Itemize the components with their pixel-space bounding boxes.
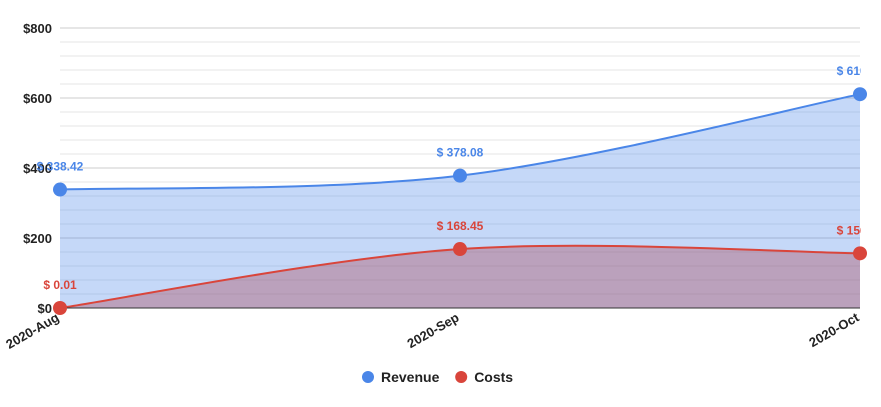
- data-points: [53, 87, 867, 315]
- point-revenue: [853, 87, 867, 102]
- point-costs: [853, 246, 867, 261]
- y-axis-ticks: $0 $200 $400 $600 $800: [23, 21, 52, 316]
- data-label-costs: $ 0.01: [43, 278, 77, 292]
- point-costs: [53, 300, 67, 315]
- x-tick-label: 2020-Sep: [405, 310, 462, 352]
- y-tick-label: $800: [23, 21, 52, 36]
- gridlines: [60, 27, 860, 309]
- legend-marker-revenue: [362, 371, 374, 383]
- point-costs: [453, 242, 467, 257]
- y-tick-label: $400: [23, 161, 52, 176]
- x-axis-ticks: 2020-Aug 2020-Sep 2020-Oct: [3, 309, 862, 352]
- y-tick-label: $600: [23, 91, 52, 106]
- data-label-revenue: $ 610.87: [837, 64, 881, 78]
- point-revenue: [53, 182, 67, 197]
- data-label-revenue: $ 378.08: [437, 146, 484, 160]
- y-tick-label: $200: [23, 231, 52, 246]
- legend: Revenue Costs: [362, 369, 513, 385]
- legend-label-revenue: Revenue: [381, 369, 440, 385]
- y-tick-label: $0: [38, 301, 52, 316]
- point-revenue: [453, 168, 467, 183]
- area-costs: [60, 245, 860, 308]
- data-label-costs: $ 156.21: [837, 223, 881, 237]
- x-tick-label: 2020-Oct: [806, 309, 862, 350]
- data-labels: $ 338.42 $ 378.08 $ 610.87 $ 0.01 $ 168.45 $ …: [37, 64, 881, 292]
- area-revenue: [60, 94, 860, 309]
- legend-marker-costs: [455, 371, 468, 383]
- data-label-costs: $ 168.45: [437, 219, 484, 233]
- data-label-revenue: $ 338.42: [37, 160, 84, 174]
- legend-label-costs: Costs: [474, 369, 513, 385]
- x-tick-label: 2020-Aug: [3, 310, 61, 352]
